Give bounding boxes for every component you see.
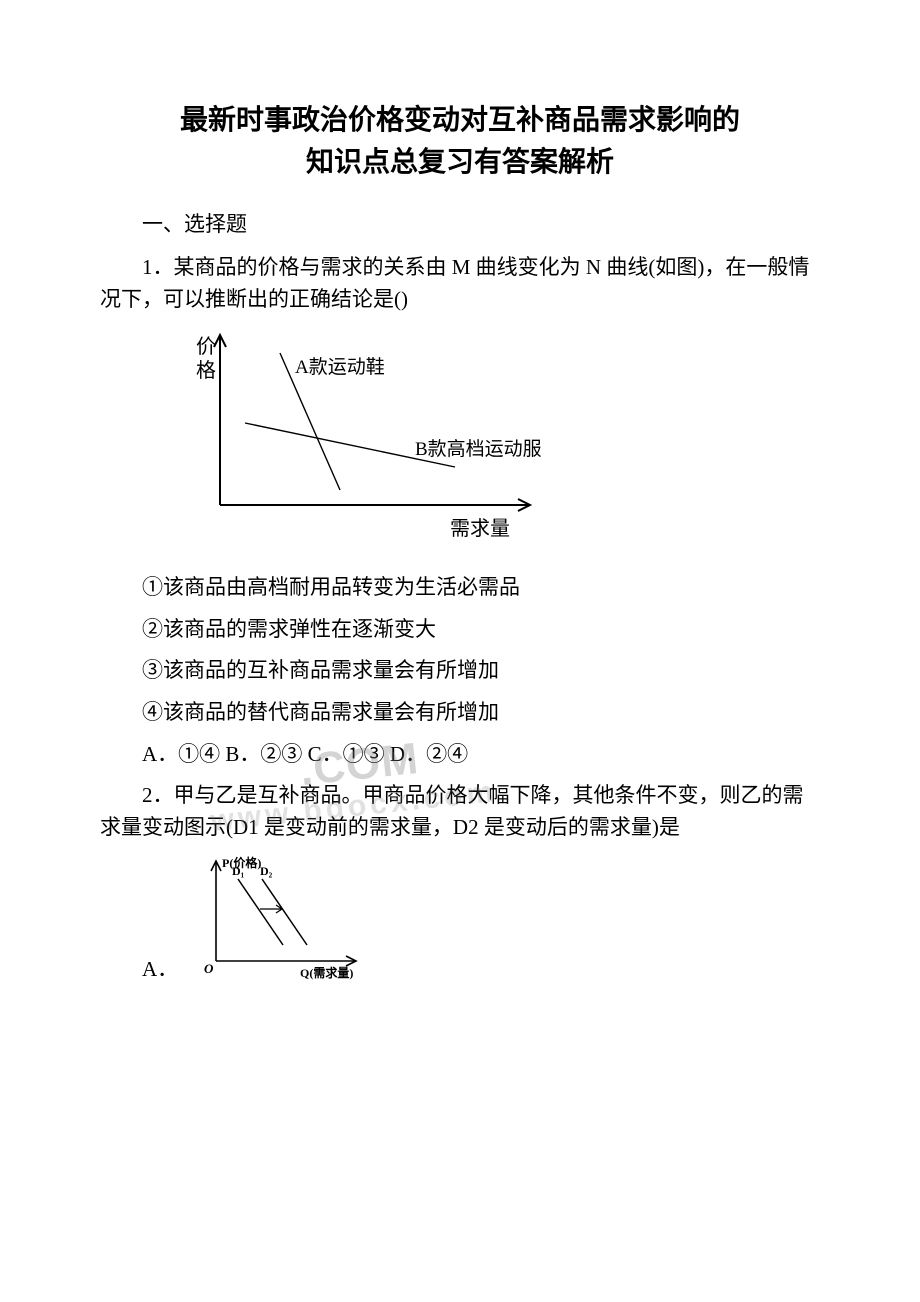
series-b-label: B款高档运动服 — [415, 438, 542, 460]
q2-x-axis-label: Q(需求量) — [300, 965, 353, 980]
x-axis-label: 需求量 — [450, 517, 510, 540]
q1-opt3: ③该商品的互补商品需求量会有所增加 — [100, 655, 820, 687]
y-axis-label-2: 格 — [196, 359, 216, 382]
q2-choice-a-row: A． P(价格) Q(需求量) O D₁ D₂ — [142, 853, 820, 983]
q2-d2-line — [262, 879, 307, 945]
q2-choice-a-label: A． — [142, 953, 178, 983]
title-line-1: 最新时事政治价格变动对互补商品需求影响的 — [180, 105, 740, 136]
q2-d1-label: D₁ — [232, 864, 245, 878]
q1-choices: A．①④ B．②③ C．①③ D．②④ — [100, 738, 820, 768]
q2-d2-label: D₂ — [260, 864, 273, 878]
q1-opt4: ④该商品的替代商品需求量会有所增加 — [100, 697, 820, 729]
q1-opt2: ②该商品的需求弹性在逐渐变大 — [100, 614, 820, 646]
q2-stem: 2．甲与乙是互补商品。甲商品价格大幅下降，其他条件不变，则乙的需求量变动图示(D… — [100, 780, 820, 843]
q1-stem: 1．某商品的价格与需求的关系由 M 曲线变化为 N 曲线(如图)，在一般情况下，… — [100, 252, 820, 315]
q1-opt1: ①该商品由高档耐用品转变为生活必需品 — [100, 572, 820, 604]
q2-d1-line — [238, 879, 283, 945]
section-heading: 一、选择题 — [100, 208, 820, 238]
q1-chart: 价 格 需求量 A款运动鞋 B款高档运动服 — [190, 325, 820, 560]
q1-chart-svg: 价 格 需求量 A款运动鞋 B款高档运动服 — [190, 325, 570, 555]
y-axis-label-1: 价 — [196, 336, 216, 358]
q2-origin-label: O — [204, 961, 214, 976]
page-title: 最新时事政治价格变动对互补商品需求影响的 知识点总复习有答案解析 — [100, 100, 820, 184]
title-line-2: 知识点总复习有答案解析 — [306, 147, 614, 178]
series-a-label: A款运动鞋 — [295, 356, 385, 378]
q2-chart-svg: P(价格) Q(需求量) O D₁ D₂ — [188, 853, 378, 983]
